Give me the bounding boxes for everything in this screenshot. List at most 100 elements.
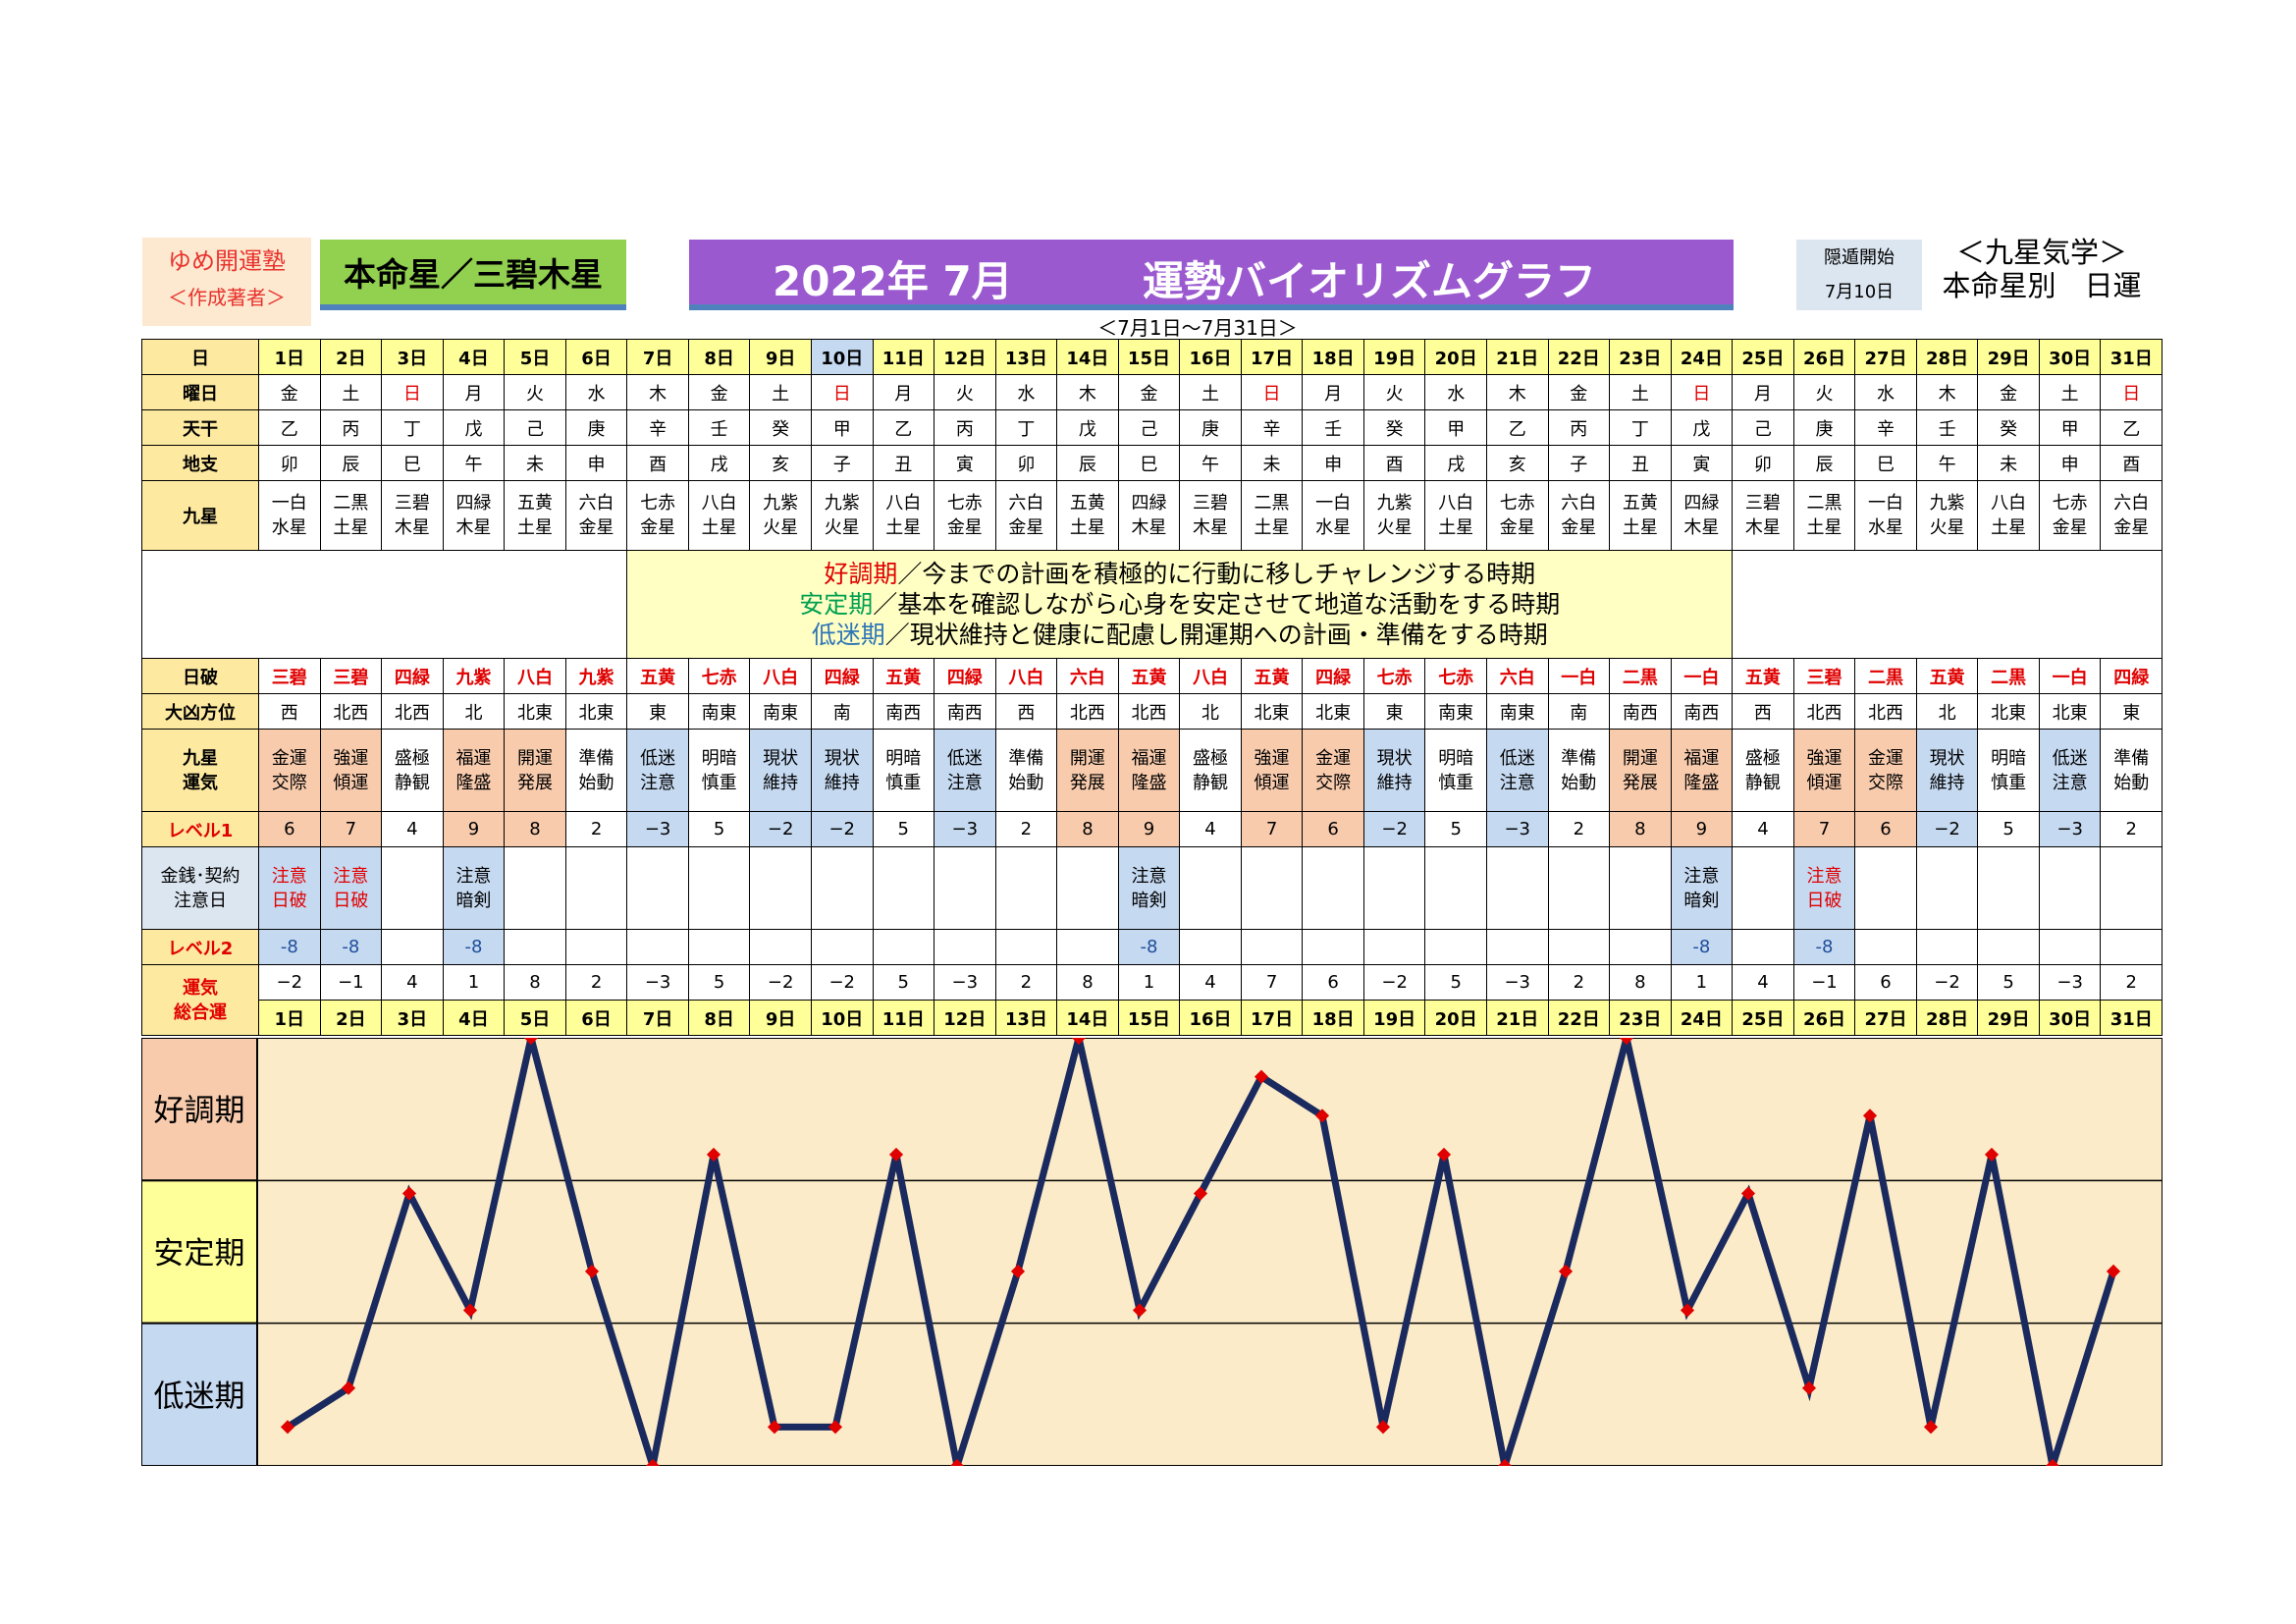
star-cell-line1: 七赤 — [946, 493, 983, 514]
day-cell-bottom: 16日 — [1179, 1000, 1242, 1036]
day-cell: 7日 — [626, 339, 689, 375]
author-subtitle: ＜作成著者＞ — [168, 286, 286, 309]
star-cell: 八白 土星 — [1977, 480, 2040, 551]
unki-cell-line2: 始動 — [1561, 772, 1597, 793]
row-label-unki: 九星 運気 — [140, 729, 260, 812]
unki-cell-line2: 発展 — [1069, 772, 1105, 793]
caution-cell-line2: 暗剣 — [1683, 890, 1720, 911]
star-cell-line1: 七赤 — [1499, 493, 1535, 514]
stem-cell: 己 — [504, 409, 566, 446]
unki-cell: 強運 傾運 — [319, 729, 383, 812]
day-cell: 19日 — [1362, 339, 1426, 375]
day-cell: 10日 — [810, 339, 874, 375]
level2-cell: -8 — [319, 929, 383, 965]
unki-cell: 開運 発展 — [504, 729, 566, 812]
total-cell: 8 — [504, 964, 566, 1001]
unki-cell-line1: 低迷 — [1499, 747, 1535, 769]
unki-cell-line1: 明暗 — [885, 747, 922, 769]
stem-cell: 乙 — [258, 409, 321, 446]
unki-cell-line2: 始動 — [578, 772, 614, 793]
day-cell-bottom: 20日 — [1424, 1000, 1487, 1036]
branch-cell: 酉 — [1362, 445, 1426, 481]
level1-cell: 6 — [258, 811, 321, 847]
unki-cell-line2: 静観 — [1193, 772, 1228, 793]
weekday-cell: 水 — [564, 374, 628, 410]
nichiha-cell: 二黒 — [1854, 658, 1917, 694]
day-cell-bottom: 6日 — [564, 1000, 628, 1036]
caution-cell — [1732, 846, 1794, 930]
level2-cell — [1179, 929, 1242, 965]
star-cell: 七赤 金星 — [626, 480, 689, 551]
day-cell: 27日 — [1854, 339, 1917, 375]
unki-cell-line2: 静観 — [394, 772, 430, 793]
level1-cell: −3 — [934, 811, 996, 847]
legend-row: 好調期／今までの計画を積極的に行動に移しチャレンジする時期 安定期／基本を確認しな… — [140, 550, 2163, 659]
nichiha-cell: 五黄 — [626, 658, 689, 694]
unki-cell-line2: 始動 — [2113, 772, 2150, 793]
stem-cell: 己 — [1117, 409, 1181, 446]
day-cell-bottom: 25日 — [1732, 1000, 1794, 1036]
day-cell-bottom: 7日 — [626, 1000, 689, 1036]
legend-stable: 安定期／基本を確認しながら心身を安定させて地道な活動をする時期 — [628, 589, 1732, 620]
star-cell-line1: 三碧 — [394, 493, 430, 514]
star-cell-line2: 土星 — [1069, 517, 1105, 538]
weekday-cell: 日 — [381, 374, 444, 410]
branch-cell: 辰 — [1056, 445, 1119, 481]
stem-row: 天干乙丙丁戊己庚辛壬癸甲乙丙丁戊己庚辛壬癸甲乙丙丁戊己庚辛壬癸甲乙 — [140, 409, 2163, 446]
total-cell: 7 — [1240, 964, 1304, 1001]
total-cell: −1 — [319, 964, 383, 1001]
day-cell-bottom: 26日 — [1792, 1000, 1856, 1036]
stem-cell: 乙 — [1485, 409, 1549, 446]
unki-cell-line2: 隆盛 — [455, 772, 492, 793]
data-point — [1862, 1109, 1878, 1123]
daikyo-cell: 南 — [1547, 693, 1611, 730]
level2-cell — [810, 929, 874, 965]
level1-cell: −2 — [1915, 811, 1979, 847]
level2-cell — [564, 929, 628, 965]
row-label-level2: レベル2 — [140, 929, 260, 965]
caution-cell: 注意 暗剣 — [1670, 846, 1734, 930]
data-point — [645, 1458, 661, 1466]
day-cell-bottom: 17日 — [1240, 1000, 1304, 1036]
weekday-cell: 水 — [1424, 374, 1487, 410]
unki-cell-line1: 現状 — [1929, 747, 1965, 769]
stem-cell: 辛 — [1240, 409, 1304, 446]
level2-cell — [1240, 929, 1304, 965]
unki-cell-line2: 維持 — [1376, 772, 1413, 793]
stem-cell: 辛 — [626, 409, 689, 446]
unki-cell-line1: 福運 — [1683, 747, 1720, 769]
caution-cell — [1179, 846, 1242, 930]
unki-cell-line1: 明暗 — [701, 747, 737, 769]
day-cell: 17日 — [1240, 339, 1304, 375]
stem-cell: 庚 — [1179, 409, 1242, 446]
level2-cell — [1977, 929, 2040, 965]
nichiha-cell: 五黄 — [1117, 658, 1181, 694]
daikyo-cell: 北 — [1915, 693, 1979, 730]
daikyo-cell: 西 — [258, 693, 321, 730]
day-cell: 8日 — [687, 339, 751, 375]
total-row: 運気 総合運 −2 −1 4 1 8 2 −3 5 −2 −2 5 −3 2 8 1 4 7 6 −2 5 −3 2 8 1 4 −1… — [140, 964, 2163, 1036]
branch-cell: 卯 — [1732, 445, 1794, 481]
level2-cell — [687, 929, 751, 965]
total-cell: 8 — [1056, 964, 1119, 1001]
unki-cell-line1: 低迷 — [640, 747, 676, 769]
day-cell: 2日 — [319, 339, 383, 375]
star-cell-line2: 土星 — [1254, 517, 1290, 538]
star-cell-line2: 水星 — [1868, 517, 1904, 538]
level1-cell: 8 — [1056, 811, 1119, 847]
unki-cell: 明暗 慎重 — [872, 729, 935, 812]
stem-cell: 辛 — [1854, 409, 1917, 446]
row-label-daikyo: 大凶方位 — [140, 693, 260, 730]
level1-cell: 6 — [1302, 811, 1364, 847]
level1-cell: −3 — [626, 811, 689, 847]
total-cell: 4 — [381, 964, 444, 1001]
weekday-cell: 金 — [687, 374, 751, 410]
unki-cell: 現状 維持 — [1362, 729, 1426, 812]
weekday-cell: 金 — [1977, 374, 2040, 410]
star-cell-line1: 五黄 — [1069, 493, 1105, 514]
daikyo-cell: 東 — [1362, 693, 1426, 730]
nichiha-cell: 五黄 — [1732, 658, 1794, 694]
daikyo-cell: 南西 — [1670, 693, 1734, 730]
star-cell-line1: 九紫 — [824, 493, 860, 514]
level2-cell — [1547, 929, 1611, 965]
